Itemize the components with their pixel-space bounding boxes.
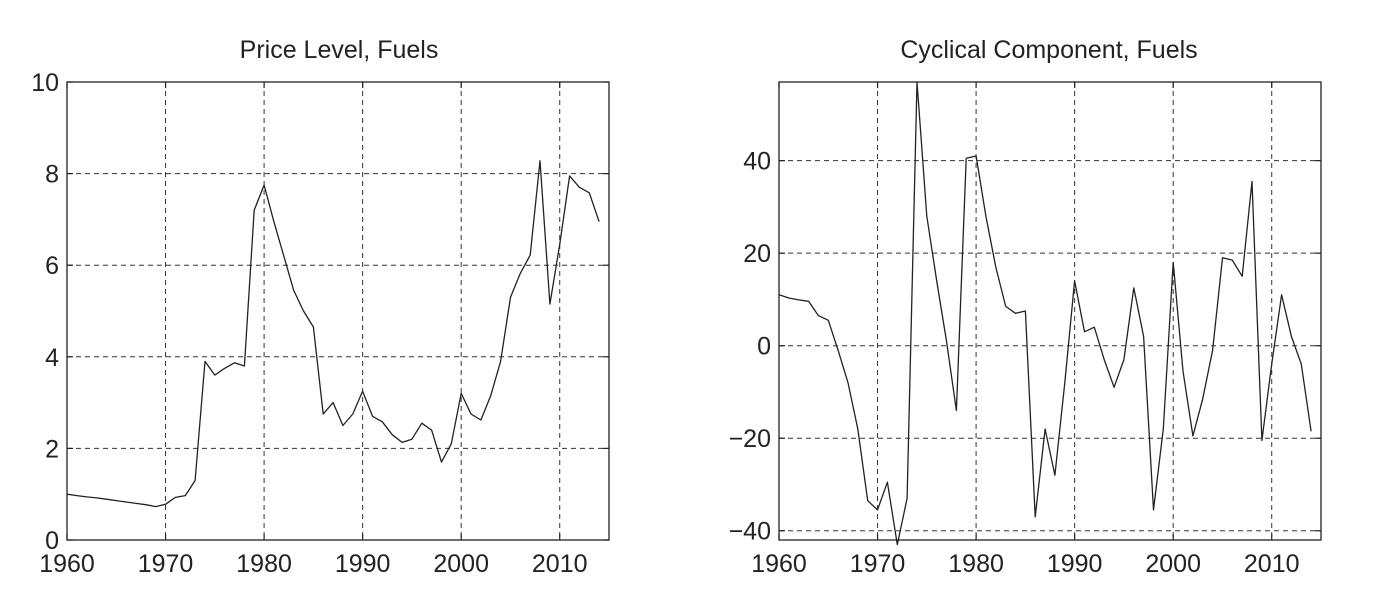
x-tick-label: 1970 [138, 550, 194, 578]
y-tick-label: 8 [45, 161, 59, 189]
grid [67, 82, 609, 540]
axes-frame [66, 81, 610, 541]
y-tick-label: 10 [31, 69, 59, 97]
y-tick-label: −40 [729, 518, 771, 546]
x-tick-label: 2000 [1145, 550, 1201, 578]
ticks [778, 82, 1321, 540]
x-tick-label: 1990 [1047, 550, 1103, 578]
chart-cyclical-component-fuels: Cyclical Component, Fuels 1960 1970 1980 19… [729, 36, 1322, 578]
y-tick-label: 4 [45, 344, 59, 372]
axes-frame [778, 81, 1322, 541]
grid [779, 82, 1321, 540]
y-tick-label: 0 [757, 333, 771, 361]
y-tick-label: 20 [743, 240, 771, 268]
x-tick-label: 1960 [751, 550, 807, 578]
y-tick-label: 2 [45, 435, 59, 463]
x-tick-label: 2000 [433, 550, 489, 578]
series-line [66, 160, 600, 508]
y-tick-label: 40 [743, 148, 771, 176]
y-tick-label: −20 [729, 425, 771, 453]
x-tick-label: 1970 [850, 550, 906, 578]
ticks [66, 81, 609, 541]
x-tick-label: 1980 [948, 550, 1004, 578]
y-tick-label: 0 [45, 527, 59, 555]
chart-price-level-fuels: Price Level, Fuels 1960 1970 1980 1990 2000 2… [31, 36, 610, 578]
x-tick-label: 2010 [1244, 550, 1300, 578]
chart-title: Price Level, Fuels [240, 36, 439, 64]
x-tick-label: 1980 [236, 550, 292, 578]
series-line [778, 81, 1312, 546]
tick-labels: 1960 1970 1980 1990 2000 2010 −40 −20 0 20 40 [729, 148, 1300, 578]
x-tick-label: 1990 [335, 550, 391, 578]
x-tick-label: 2010 [532, 550, 588, 578]
tick-labels: 1960 1970 1980 1990 2000 2010 0 2 4 6 8 10 [31, 69, 587, 578]
x-tick-label: 1960 [39, 550, 95, 578]
y-tick-label: 6 [45, 252, 59, 280]
chart-title: Cyclical Component, Fuels [900, 36, 1197, 64]
